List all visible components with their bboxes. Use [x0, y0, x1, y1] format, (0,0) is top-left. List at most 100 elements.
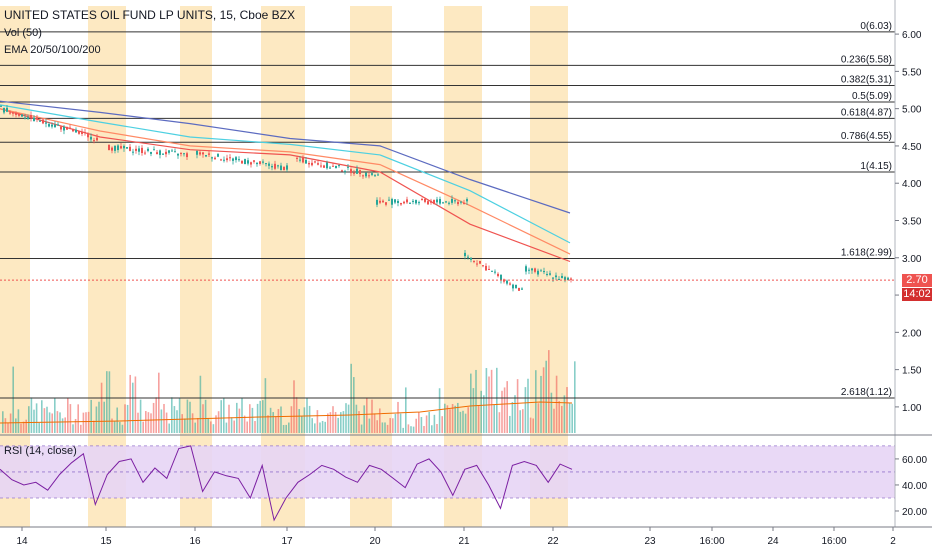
- volume-bar: [69, 404, 72, 433]
- volume-bar: [95, 406, 98, 433]
- candle-body: [305, 160, 307, 164]
- candles: [0, 105, 572, 292]
- time-tick-label: 23: [644, 536, 656, 547]
- candle-body: [42, 119, 44, 124]
- volume-bar: [558, 401, 560, 433]
- volume-bar: [30, 397, 33, 433]
- volume-bar: [509, 415, 511, 433]
- candle-body: [144, 152, 146, 154]
- volume-bar: [454, 405, 456, 433]
- volume-bar: [113, 421, 116, 433]
- candle-body: [135, 148, 137, 151]
- volume-bar: [12, 366, 14, 433]
- volume-bar: [124, 404, 126, 433]
- volume-bar: [25, 419, 27, 433]
- candle-body: [509, 283, 511, 285]
- volume-bar: [431, 425, 433, 433]
- candle-body: [217, 154, 219, 157]
- volume-bar: [61, 418, 64, 433]
- candle-body: [491, 270, 493, 272]
- candle-body: [199, 152, 201, 155]
- price-tick-label: 3.00: [902, 254, 922, 265]
- session-shade: [180, 6, 212, 527]
- time-tick-label: 22: [547, 536, 559, 547]
- volume-bar: [415, 418, 417, 433]
- candle-body: [451, 198, 453, 203]
- candle-body: [280, 165, 282, 171]
- volume-bar: [87, 411, 90, 433]
- fib-label: 0(6.03): [860, 21, 892, 32]
- candle-body: [138, 148, 140, 152]
- candle-body: [168, 150, 170, 153]
- candle-body: [87, 134, 89, 138]
- volume-bar: [298, 409, 300, 433]
- candle-body: [567, 277, 569, 281]
- volume-bar: [410, 426, 412, 433]
- volume-bar: [464, 413, 467, 433]
- volume-bar: [33, 409, 35, 433]
- candle-body: [223, 159, 225, 161]
- volume-bar: [451, 403, 454, 433]
- candle-body: [341, 170, 343, 172]
- volume-bar: [376, 420, 378, 433]
- volume-bar: [93, 420, 95, 433]
- candle-body: [525, 266, 527, 272]
- volume-bar: [74, 418, 77, 433]
- candle-body: [385, 202, 387, 205]
- volume-bar: [80, 424, 82, 433]
- candle-body: [350, 169, 352, 174]
- candle-body: [488, 268, 490, 270]
- candle-body: [51, 124, 53, 127]
- volume-bar: [17, 409, 20, 433]
- volume-bar: [368, 418, 371, 433]
- candle-body: [147, 148, 149, 151]
- candle-body: [214, 157, 216, 160]
- volume-bar: [347, 404, 350, 433]
- volume-bar: [444, 403, 446, 433]
- candle-body: [259, 161, 261, 164]
- volume-bar: [316, 410, 319, 433]
- volume-bar: [282, 424, 285, 433]
- candle-body: [506, 280, 508, 284]
- candle-body: [460, 201, 462, 203]
- volume-bar: [126, 404, 129, 433]
- rsi-polyline: [0, 445, 573, 522]
- candle-body: [302, 157, 304, 163]
- candle-body: [69, 127, 71, 129]
- candle-body: [165, 151, 167, 155]
- candle-body: [274, 163, 276, 169]
- volume-bar: [293, 380, 295, 433]
- candle-body: [211, 157, 213, 159]
- volume-bar: [254, 421, 256, 433]
- volume-bar: [197, 417, 199, 433]
- candle-body: [537, 270, 539, 275]
- volume-bar: [204, 399, 207, 433]
- volume-bar: [207, 418, 209, 433]
- volume-bar: [527, 378, 529, 433]
- volume-bar: [319, 422, 321, 433]
- candle-body: [546, 273, 548, 275]
- volume-bar: [194, 422, 196, 433]
- candle-body: [332, 165, 334, 167]
- volume-bars: [0, 350, 576, 433]
- volume-bar: [550, 392, 553, 433]
- volume-bar: [345, 403, 347, 433]
- volume-bar: [498, 412, 501, 433]
- volume-bar: [275, 416, 277, 433]
- candle-body: [262, 161, 264, 163]
- candle-body: [265, 163, 267, 165]
- fib-levels: 0(6.03) 0.236(5.58) 0.382(5.31) 0.5(5.09) 0.…: [0, 21, 895, 399]
- volume-bar: [548, 350, 550, 433]
- volume-bar: [449, 409, 451, 433]
- volume-bar: [353, 377, 355, 433]
- candle-body: [397, 200, 399, 203]
- time-tick-label: 17: [281, 536, 293, 547]
- time-tick-label: 2: [890, 536, 896, 547]
- price-tick-label: 3.50: [902, 217, 922, 228]
- candle-body: [162, 153, 164, 155]
- volume-bar: [379, 408, 381, 433]
- volume-bar: [462, 410, 464, 433]
- volume-bar: [522, 409, 524, 433]
- time-tick-label: 16: [189, 536, 201, 547]
- candle-body: [485, 265, 487, 271]
